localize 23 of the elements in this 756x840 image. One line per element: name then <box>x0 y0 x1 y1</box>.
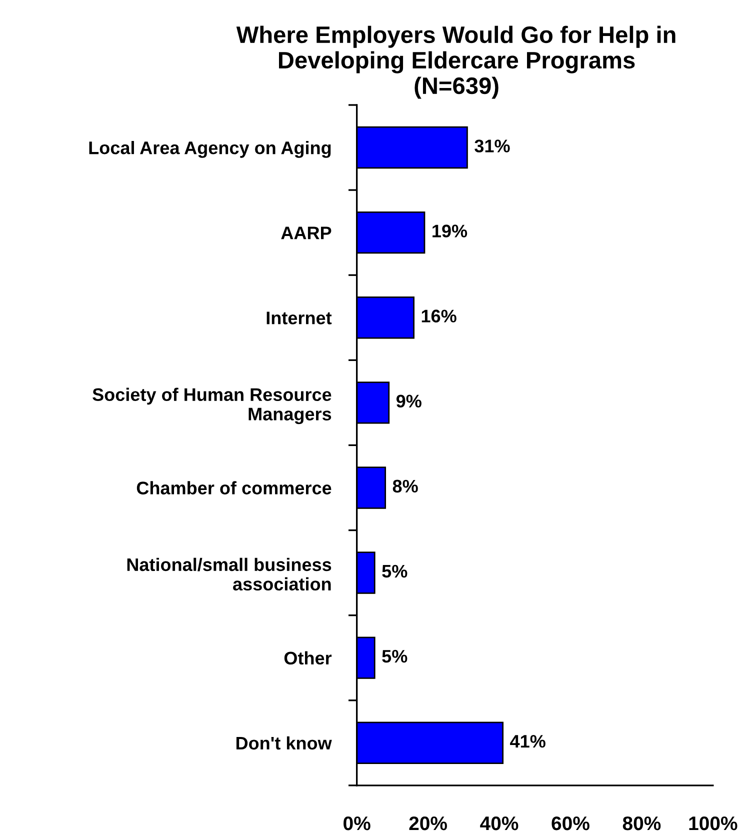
y-tick-label: Local Area Agency on Aging <box>89 140 331 158</box>
x-tick-label: 60% <box>552 816 590 830</box>
y-tick-label: National/small business association <box>127 558 332 591</box>
y-tick-label: Society of Human Resource Managers <box>92 388 332 424</box>
data-label: 16% <box>422 310 456 322</box>
y-tick-label: Don't know <box>236 736 332 750</box>
x-tick-label: 80% <box>622 816 661 830</box>
data-label: 8% <box>392 480 418 493</box>
y-tick-label: AARP <box>281 226 332 240</box>
y-tick-label: Chamber of commerce <box>136 481 332 494</box>
y-tick-label: Internet <box>266 312 332 324</box>
data-label: 41% <box>510 734 546 748</box>
x-tick-label: 40% <box>480 816 518 830</box>
x-tick-label: 100% <box>689 816 738 830</box>
data-label: 9% <box>396 394 422 408</box>
data-label: 5% <box>382 650 408 663</box>
data-label: 19% <box>432 224 468 238</box>
data-label: 5% <box>382 564 408 578</box>
chart-title: Where Employers Would Go for Help in Developing Eldercare Programs (N=639) <box>236 26 676 99</box>
x-tick-label: 20% <box>409 816 447 830</box>
data-label: 31% <box>474 140 510 152</box>
x-tick-label: 0% <box>344 816 370 830</box>
y-tick-label: Other <box>284 651 332 665</box>
